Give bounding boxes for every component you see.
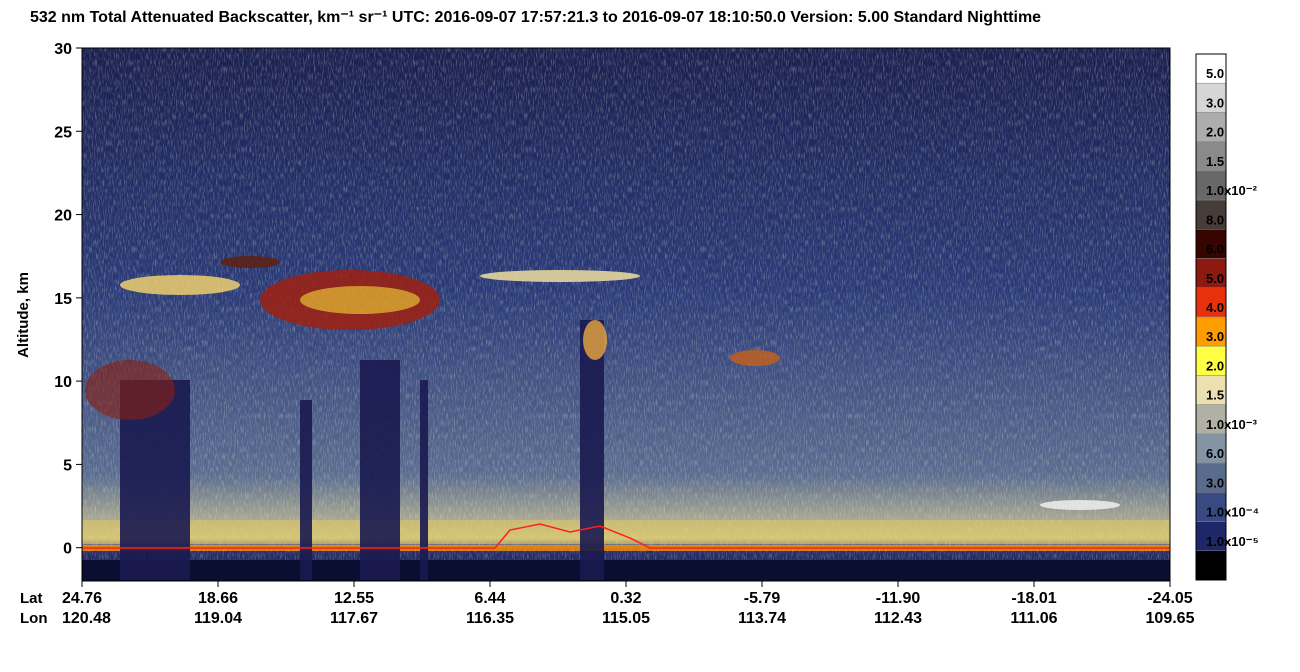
lat-tick-label: -24.05: [1147, 590, 1192, 607]
lon-tick-label: 117.67: [330, 610, 378, 627]
colorbar-swatch: [1195, 521, 1227, 552]
colorbar-label: 3.0: [1206, 329, 1224, 344]
colorbar-label: 2.0: [1206, 125, 1224, 140]
y-tick-label: 0: [63, 541, 72, 558]
colorbar-label: 1.0x10⁻³: [1206, 417, 1258, 432]
colorbar-swatch: [1195, 82, 1227, 113]
colorbar-label: 5.0: [1206, 271, 1224, 286]
colorbar-label: 1.0x10⁻²: [1206, 183, 1258, 198]
y-tick-label: 15: [54, 291, 72, 308]
lon-tick-label: 120.48: [62, 610, 111, 627]
y-tick-label: 20: [54, 208, 72, 225]
lat-tick-label: -11.90: [876, 590, 921, 607]
colorbar-label: 1.5: [1206, 154, 1224, 169]
y-axis-label: Altitude, km: [15, 272, 32, 358]
lat-tick-label: 24.76: [62, 590, 102, 607]
lon-tick-label: 116.35: [466, 610, 514, 627]
lon-label: Lon: [20, 610, 48, 627]
colorbar-swatch: [1195, 550, 1227, 581]
colorbar-swatch: [1195, 462, 1227, 493]
colorbar-label: 1.0x10⁻⁴: [1206, 505, 1259, 520]
colorbar-swatch: [1195, 345, 1227, 376]
lat-tick-label: 0.32: [610, 590, 641, 607]
lat-tick-label: 18.66: [198, 590, 238, 607]
colorbar-label: 6.0: [1206, 242, 1224, 257]
colorbar-swatch: [1195, 170, 1227, 201]
y-tick-label: 25: [54, 124, 72, 141]
backscatter-image: [82, 48, 1170, 581]
lon-tick-label: 109.65: [1146, 610, 1195, 627]
colorbar-label: 2.0: [1206, 358, 1224, 373]
colorbar-label: 5.0: [1206, 66, 1224, 81]
lon-tick-label: 115.05: [602, 610, 650, 627]
colorbar-swatch: [1195, 229, 1227, 259]
colorbar-swatch: [1195, 53, 1227, 84]
lat-tick-label: 12.55: [334, 590, 374, 607]
colorbar-swatch: [1195, 375, 1227, 405]
colorbar-swatch: [1195, 492, 1227, 522]
y-tick-label: 30: [54, 41, 72, 58]
colorbar-swatch: [1195, 287, 1227, 318]
lat-tick-label: -18.01: [1011, 590, 1056, 607]
colorbar-label: 1.5: [1206, 388, 1224, 403]
y-tick-label: 10: [54, 374, 72, 391]
lat-label: Lat: [20, 590, 43, 607]
colorbar-swatch: [1195, 258, 1227, 289]
lon-tick-label: 113.74: [738, 610, 786, 627]
colorbar-label: 3.0: [1206, 475, 1224, 490]
colorbar-swatch: [1195, 316, 1227, 347]
colorbar-label: 8.0: [1206, 212, 1224, 227]
lat-tick-label: -5.79: [744, 590, 781, 607]
lat-tick-label: 6.44: [474, 590, 505, 607]
lon-tick-label: 119.04: [194, 610, 242, 627]
colorbar-swatch: [1195, 433, 1227, 464]
colorbar-label: 3.0: [1206, 95, 1224, 110]
colorbar-label: 6.0: [1206, 446, 1224, 461]
colorbar-swatch: [1195, 199, 1227, 230]
colorbar-label: 1.0x10⁻⁵: [1206, 534, 1259, 549]
y-tick-label: 5: [63, 457, 72, 474]
lon-tick-label: 112.43: [874, 610, 922, 627]
lon-tick-label: 111.06: [1010, 610, 1057, 627]
colorbar-frame: [1195, 53, 1227, 581]
colorbar-swatch: [1195, 112, 1227, 142]
chart-title: 532 nm Total Attenuated Backscatter, km⁻…: [30, 9, 1041, 26]
colorbar-label: 4.0: [1206, 300, 1224, 315]
